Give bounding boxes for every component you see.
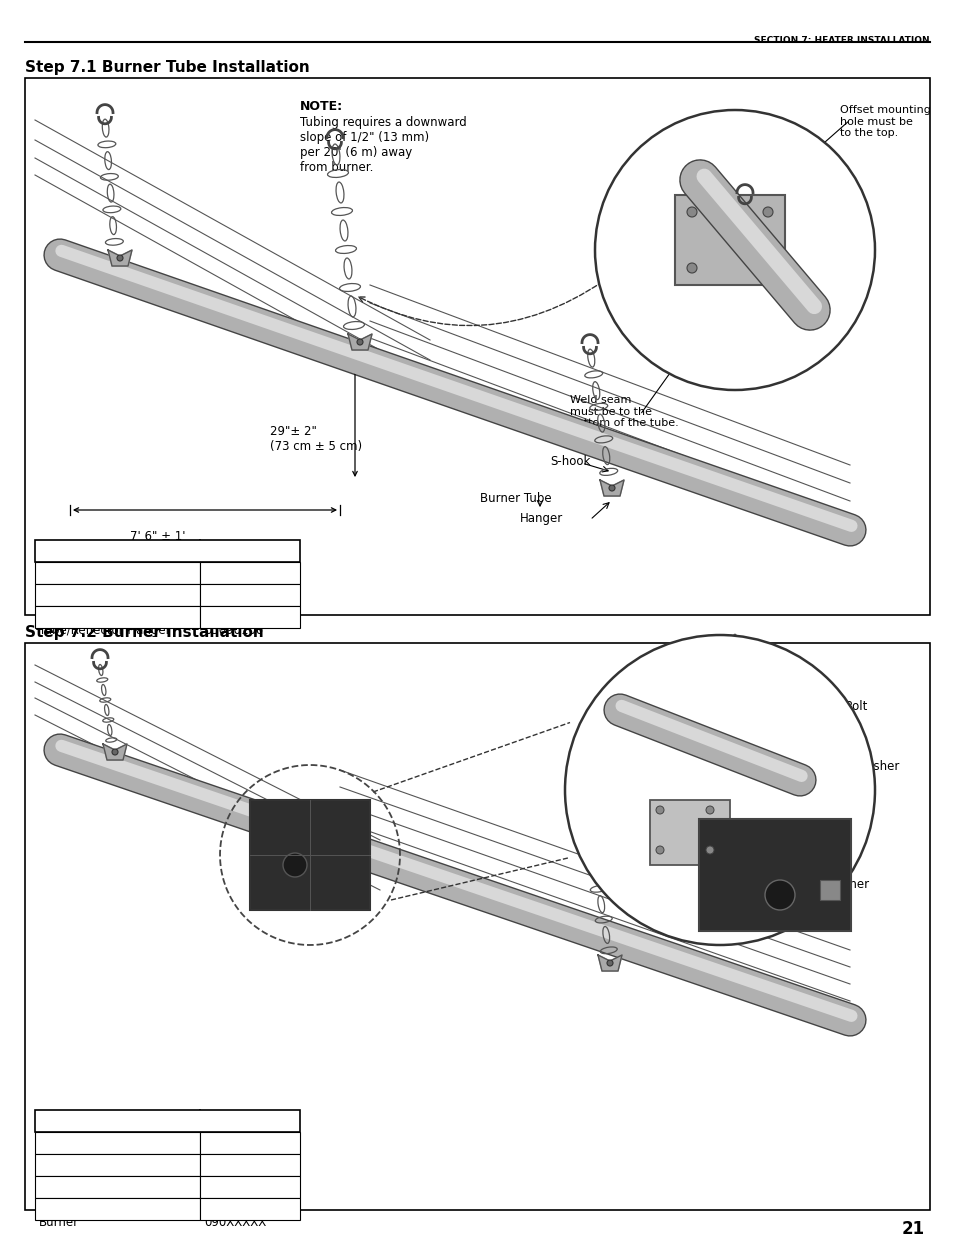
Bar [200,584,299,606]
Circle shape [686,207,697,217]
Text: 91907302: 91907302 [204,601,263,615]
Polygon shape [348,333,372,350]
Text: 02568200: 02568200 [204,1194,263,1207]
Bar [200,1153,299,1176]
Text: Hanger: Hanger [519,513,562,525]
Text: Gasket: Gasket [829,800,870,813]
Bar [35,1176,200,1198]
Circle shape [564,635,874,945]
Text: 090XXXXX: 090XXXXX [204,1216,266,1229]
Bar [675,195,784,285]
Bar [35,584,200,606]
Text: Bolt: Bolt [844,700,867,713]
Text: Burner: Burner [39,1216,79,1229]
Bar [200,606,299,629]
Text: Burner Tube: Burner Tube [479,492,551,505]
Circle shape [117,254,123,261]
Text: S-hook: S-hook [550,454,590,468]
Text: Lock Washer: Lock Washer [39,1172,113,1186]
Circle shape [656,806,663,814]
Bar [200,1132,299,1153]
Polygon shape [108,249,132,266]
Bar [35,1110,299,1132]
Bar [649,800,729,864]
Bar [25,78,929,615]
Text: 03051XXX: 03051XXX [204,580,265,593]
Text: Tube/Reflector Hanger: Tube/Reflector Hanger [39,624,171,637]
Text: Description: Description [39,1128,115,1141]
Text: Part Number: Part Number [204,558,288,571]
Bar [35,1198,200,1220]
Text: 21: 21 [901,1220,924,1235]
Text: Burner Tube: Burner Tube [39,580,111,593]
Bar [35,606,200,629]
Circle shape [606,960,613,966]
Polygon shape [103,743,127,760]
Text: Tubing requires a downward
slope of 1/2" (13 mm)
per 20' (6 m) away
from burner.: Tubing requires a downward slope of 1/2"… [299,116,466,174]
Bar [200,1176,299,1198]
Text: Offset mounting
hole must be
to the top.: Offset mounting hole must be to the top. [840,105,930,138]
Bar [35,1153,200,1176]
Bar [25,643,929,1210]
Circle shape [762,207,772,217]
Text: Lock Washer: Lock Washer [824,760,899,773]
Polygon shape [599,480,623,496]
Circle shape [686,263,697,273]
Text: Step 7.2 Burner Installation: Step 7.2 Burner Installation [25,625,263,640]
Circle shape [112,748,118,755]
Circle shape [283,853,307,877]
Bar [820,881,840,900]
Text: Step 7.1 Burner Tube Installation: Step 7.1 Burner Tube Installation [25,61,310,75]
Bar [35,562,200,584]
Text: 7' 6" ± 1'
(229 cm ± 25 cm): 7' 6" ± 1' (229 cm ± 25 cm) [130,530,237,558]
Bar [200,1198,299,1220]
Circle shape [705,806,713,814]
Text: 94273914: 94273914 [204,1150,264,1163]
Circle shape [762,263,772,273]
Bar [250,800,370,910]
Polygon shape [598,955,621,971]
Circle shape [595,110,874,390]
FancyBboxPatch shape [699,819,850,931]
Text: Burner: Burner [829,878,869,890]
Bar [200,562,299,584]
Text: 29"± 2"
(73 cm ± 5 cm): 29"± 2" (73 cm ± 5 cm) [270,425,362,453]
Circle shape [608,485,615,492]
Text: Description: Description [39,558,115,571]
Circle shape [705,846,713,853]
Text: 96411600: 96411600 [204,1172,263,1186]
Text: Gasket: Gasket [39,1194,80,1207]
Text: NOTE:: NOTE: [299,100,343,112]
Bar [35,540,299,562]
Text: Part Number: Part Number [204,1128,288,1141]
Text: SECTION 7: HEATER INSTALLATION: SECTION 7: HEATER INSTALLATION [754,36,929,44]
Text: S-Hook: S-Hook [39,601,81,615]
Text: Bolt: Bolt [39,1150,62,1163]
Text: 03090100: 03090100 [204,624,263,637]
Bar [35,1132,200,1153]
Text: Weld seam
must be to the
bottom of the tube.: Weld seam must be to the bottom of the t… [569,395,678,429]
Circle shape [764,881,794,910]
Circle shape [656,846,663,853]
Circle shape [356,338,363,345]
